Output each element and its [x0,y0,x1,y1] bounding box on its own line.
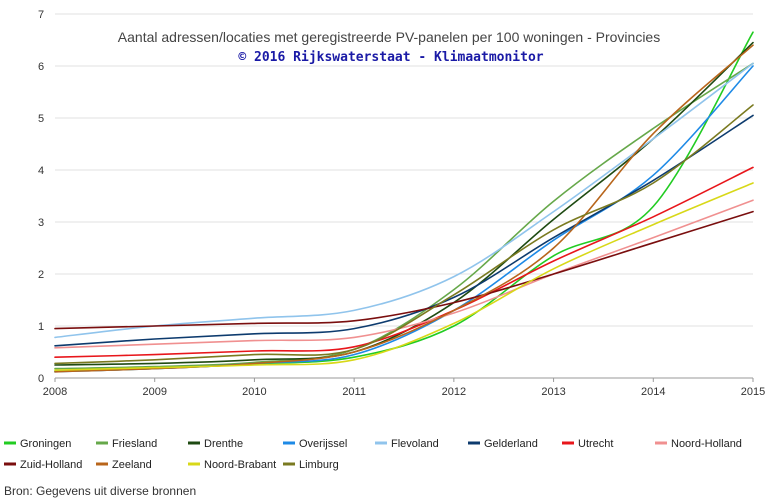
legend-item-zuid-holland[interactable]: Zuid-Holland [4,459,82,471]
series-line-flevoland [54,62,754,339]
legend: Groningen Friesland Drenthe Overijssel Flevo… [4,438,742,471]
legend-label: Limburg [299,459,339,471]
legend-label: Noord-Holland [671,438,742,450]
legend-label: Flevoland [391,438,439,450]
legend-item-overijssel[interactable]: Overijssel [283,438,347,450]
y-tick-label: 1 [38,321,44,333]
x-tick-label: 2008 [43,386,67,398]
series-line-friesland [54,62,754,370]
legend-label: Drenthe [204,438,243,450]
y-tick-label: 6 [38,61,44,73]
x-tick-label: 2009 [142,386,166,398]
series-line-groningen [54,31,754,372]
legend-item-flevoland[interactable]: Flevoland [375,438,439,450]
y-tick-label: 5 [38,113,44,125]
legend-label: Zeeland [112,459,152,471]
y-tick-label: 0 [38,373,44,385]
y-tick-label: 2 [38,269,44,281]
legend-item-utrecht[interactable]: Utrecht [562,438,613,450]
legend-item-noord-holland[interactable]: Noord-Holland [655,438,742,450]
x-tick-label: 2011 [342,386,366,398]
legend-label: Noord-Brabant [204,459,276,471]
y-tick-label: 3 [38,217,44,229]
y-tick-label: 7 [38,9,44,21]
series-line-zuid-holland [54,210,754,330]
axes: 0 1 2 3 4 5 6 7 2008 2009 2010 2011 2012 2013 2014 2015 [38,9,765,398]
legend-label: Friesland [112,438,157,450]
series-lines [54,31,754,373]
legend-item-zeeland[interactable]: Zeeland [96,459,152,471]
x-tick-label: 2013 [541,386,565,398]
legend-label: Groningen [20,438,71,450]
series-line-utrecht [54,166,754,358]
legend-label: Gelderland [484,438,538,450]
x-tick-label: 2015 [741,386,765,398]
legend-item-drenthe[interactable]: Drenthe [188,438,243,450]
chart-title: Aantal adressen/locaties met geregistree… [118,29,660,45]
series-line-zeeland [54,44,754,373]
legend-item-limburg[interactable]: Limburg [283,459,339,471]
legend-label: Zuid-Holland [20,459,82,471]
legend-label: Overijssel [299,438,347,450]
legend-item-groningen[interactable]: Groningen [4,438,71,450]
series-line-gelderland [54,114,754,347]
legend-item-gelderland[interactable]: Gelderland [468,438,538,450]
chart-subtitle: © 2016 Rijkswaterstaat - Klimaatmonitor [238,50,543,65]
source-note: Bron: Gegevens uit diverse bronnen [4,484,196,498]
x-tick-label: 2012 [442,386,466,398]
y-tick-label: 4 [38,165,44,177]
legend-label: Utrecht [578,438,613,450]
series-line-noord-holland [54,199,754,349]
legend-item-noord-brabant[interactable]: Noord-Brabant [188,459,276,471]
x-tick-label: 2010 [242,386,266,398]
series-line-limburg [54,104,754,365]
series-line-noord-brabant [54,182,754,371]
legend-item-friesland[interactable]: Friesland [96,438,157,450]
x-tick-label: 2014 [641,386,665,398]
